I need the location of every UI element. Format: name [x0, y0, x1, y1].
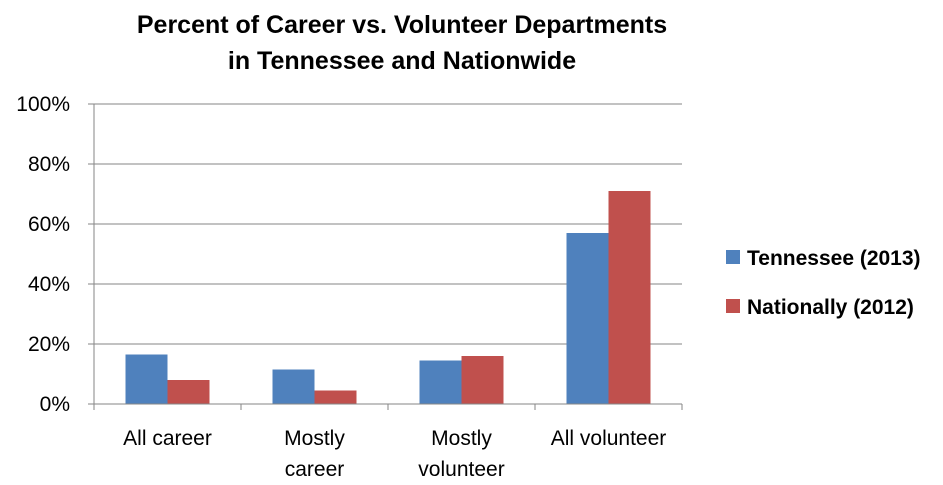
x-tick-label: volunteer	[418, 458, 504, 481]
bar-tennessee-2	[419, 360, 462, 404]
y-tick-label: 100%	[16, 93, 70, 116]
legend-swatch	[726, 250, 740, 264]
bar-nationally-0	[167, 380, 210, 404]
chart-title-line-1: Percent of Career vs. Volunteer Departme…	[137, 11, 667, 39]
y-tick-label: 0%	[40, 393, 70, 416]
y-tick-label: 80%	[28, 153, 70, 176]
y-tick-label: 20%	[28, 333, 70, 356]
bar-nationally-1	[314, 390, 357, 404]
x-tick-label: career	[285, 458, 345, 481]
legend-label: Nationally (2012)	[747, 296, 914, 319]
legend-swatch	[726, 299, 740, 313]
bar-tennessee-0	[125, 354, 168, 404]
bars	[125, 191, 651, 404]
bar-nationally-3	[608, 191, 651, 404]
chart-title-line-2: in Tennessee and Nationwide	[228, 47, 576, 75]
x-tick-label: Mostly	[284, 427, 345, 450]
y-tick-label: 60%	[28, 213, 70, 236]
bar-tennessee-3	[566, 233, 609, 404]
x-tick-label: Mostly	[431, 427, 492, 450]
legend: Tennessee (2013) Nationally (2012)	[726, 247, 921, 319]
bar-tennessee-1	[272, 369, 315, 404]
y-tick-label: 40%	[28, 273, 70, 296]
bar-nationally-2	[461, 356, 504, 404]
x-tick-label: All career	[123, 427, 212, 450]
chart-title: Percent of Career vs. Volunteer Departme…	[137, 11, 667, 75]
x-axis-ticks: All career Mostly career Mostly volunteer All…	[93, 404, 683, 481]
x-tick-label: All volunteer	[551, 427, 667, 450]
legend-label: Tennessee (2013)	[747, 247, 921, 270]
y-axis-ticks: 0% 20% 40% 60% 80% 100%	[16, 93, 94, 416]
